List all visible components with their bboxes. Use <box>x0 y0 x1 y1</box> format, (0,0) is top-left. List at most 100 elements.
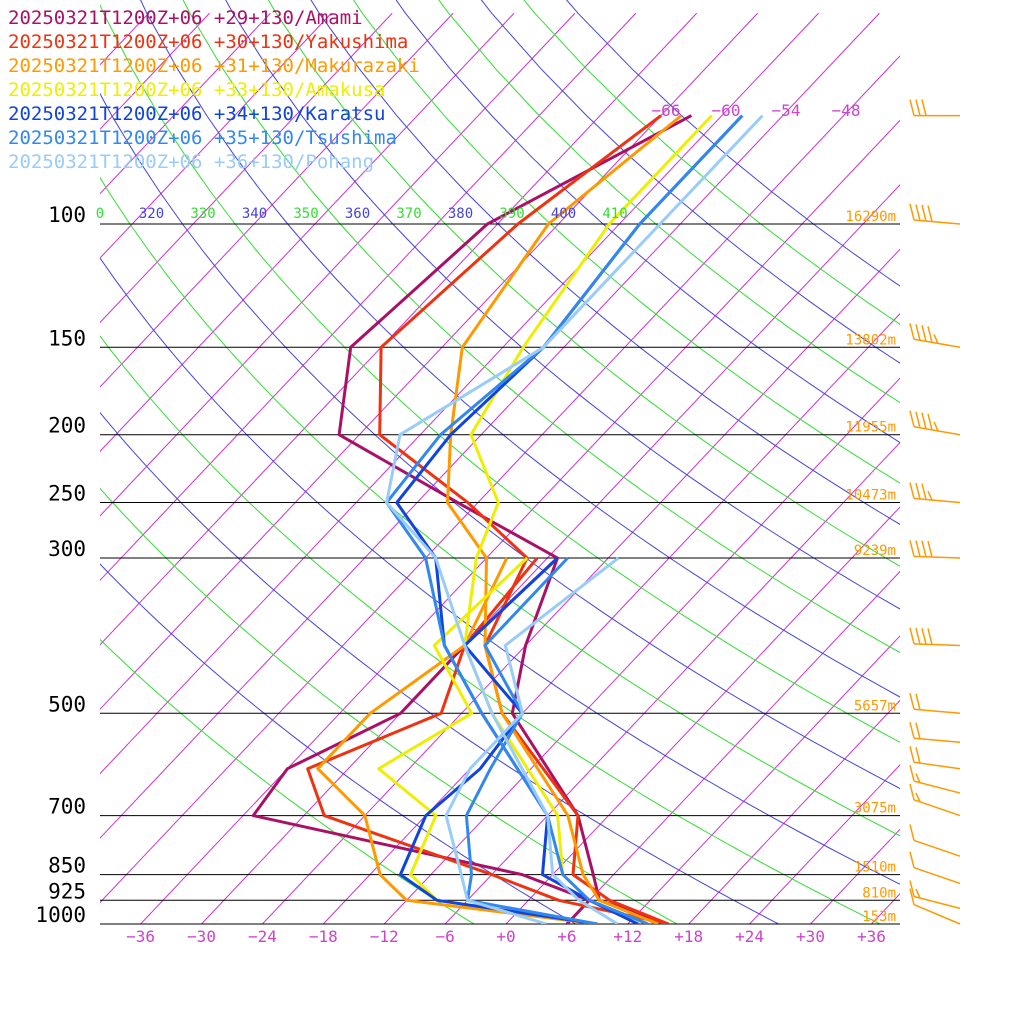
wind-barb-feather <box>921 483 927 500</box>
theta-label: 340 <box>242 206 267 222</box>
temperature-tick-label: −36 <box>126 927 155 946</box>
temperature-tick-label: +30 <box>796 927 825 946</box>
isotherm-line <box>100 12 819 775</box>
upper-temperature-label: −54 <box>772 101 801 120</box>
pressure-label: 850 <box>48 854 86 878</box>
height-label: 9239m <box>854 543 896 559</box>
wind-barb-staff <box>913 497 961 504</box>
wind-barb-feather <box>933 334 939 344</box>
dry-adiabat-line <box>100 176 900 837</box>
height-label: 11955m <box>845 420 896 436</box>
legend-entry: 20250321T1200Z+06 +31+130/Makurazaki <box>8 55 420 77</box>
wind-barb-staff <box>913 761 961 770</box>
height-label: 10473m <box>845 488 896 504</box>
wind-barb-feather <box>909 722 915 739</box>
theta-label: 390 <box>499 206 524 222</box>
dry-adiabat-line <box>267 0 900 567</box>
wind-barb-feather <box>915 482 921 500</box>
wind-barb-feather <box>915 324 921 341</box>
legend-entry: 20250321T1200Z+06 +34+130/Karatsu <box>8 103 386 125</box>
wind-barb-feather <box>921 540 927 557</box>
temperature-tick-label: +24 <box>735 927 764 946</box>
wind-barb <box>909 99 960 117</box>
temperature-tick-label: +18 <box>674 927 703 946</box>
pressure-label: 500 <box>48 692 86 716</box>
wind-barb-staff <box>913 643 961 647</box>
wind-barb-staff <box>913 895 961 910</box>
legend-entry: 20250321T1200Z+06 +30+130/Yakushima <box>8 31 408 53</box>
legend: 20250321T1200Z+06 +29+130/Amami20250321T… <box>8 7 420 173</box>
wind-barb-feather <box>915 792 921 803</box>
isotherm-line <box>100 55 900 904</box>
wind-barb-feather <box>915 746 921 764</box>
wind-barb-feather <box>909 746 915 763</box>
theta-label: 0 <box>96 206 104 222</box>
dry-adiabat-line <box>100 411 780 924</box>
wind-barb-feather <box>915 693 921 710</box>
dry-adiabat-line <box>140 0 900 698</box>
temperature-tick-label: −24 <box>248 927 277 946</box>
wind-barb-feather <box>915 773 921 783</box>
dewpoint-profile <box>444 556 620 924</box>
wind-barb-staff <box>913 866 961 885</box>
dewpoint-profile <box>251 556 591 924</box>
wind-barb-feather <box>927 205 933 222</box>
temperature-tick-label: +6 <box>557 927 576 946</box>
wind-barb-feather <box>915 540 921 557</box>
wind-barb <box>909 783 961 817</box>
wind-barb-feather <box>909 880 915 897</box>
theta-label: 320 <box>139 206 164 222</box>
wind-barb-staff <box>913 737 961 744</box>
isotherm-line <box>100 12 515 453</box>
upper-temperature-label: −66 <box>652 101 681 120</box>
theta-label: 400 <box>551 206 576 222</box>
wind-barb-feather <box>921 99 927 116</box>
dewpoint-profile <box>464 556 598 924</box>
wind-barb-feather <box>909 410 915 427</box>
legend-entry: 20250321T1200Z+06 +29+130/Amami <box>8 7 363 29</box>
dry-adiabat-line <box>182 0 900 654</box>
wind-barb-feather <box>915 411 921 428</box>
wind-barb-staff <box>913 839 961 857</box>
isotherm-line <box>444 441 900 924</box>
isotherm-line <box>100 12 271 195</box>
height-label: 5657m <box>854 698 896 714</box>
temperature-profile <box>337 114 693 924</box>
wind-barb <box>909 482 961 504</box>
wind-barb-feather <box>909 693 915 710</box>
wind-barb <box>909 410 961 436</box>
wind-barb-feather <box>927 490 933 501</box>
wind-barb-feather <box>909 627 915 645</box>
height-label: 153m <box>862 909 896 925</box>
dry-adiabat-line <box>100 257 900 885</box>
wind-barb-feather <box>909 824 915 841</box>
wind-barb-staff <box>913 799 961 817</box>
height-label: 3075m <box>854 801 896 817</box>
wind-barbs <box>909 99 961 925</box>
wind-barb-feather <box>933 421 939 432</box>
isotherm-line <box>566 570 900 924</box>
height-label: 16290m <box>845 209 896 225</box>
wind-barb <box>909 764 961 794</box>
isotherm-line <box>262 248 900 924</box>
wind-barb-feather <box>915 722 921 739</box>
wind-barb-staff <box>913 903 961 925</box>
isotherm-line <box>201 184 900 924</box>
wind-barb <box>909 203 961 225</box>
wind-barb-feather <box>909 783 915 801</box>
isotherm-line <box>100 12 698 646</box>
theta-label: 370 <box>396 206 421 222</box>
wind-barb-staff <box>913 425 961 436</box>
temperature-profile <box>446 114 683 924</box>
wind-barb-feather <box>909 482 915 499</box>
temperature-tick-label: −18 <box>309 927 338 946</box>
wind-barb-feather <box>909 888 915 905</box>
sounding-profiles <box>251 114 764 924</box>
legend-entry: 20250321T1200Z+06 +36+130/Pohang <box>8 151 374 173</box>
wind-barb <box>909 851 961 885</box>
temperature-profile <box>385 114 764 924</box>
isotherm-line <box>383 377 900 924</box>
isotherm-line <box>100 12 758 710</box>
pressure-label: 150 <box>48 326 86 350</box>
temperature-tick-label: +12 <box>613 927 642 946</box>
